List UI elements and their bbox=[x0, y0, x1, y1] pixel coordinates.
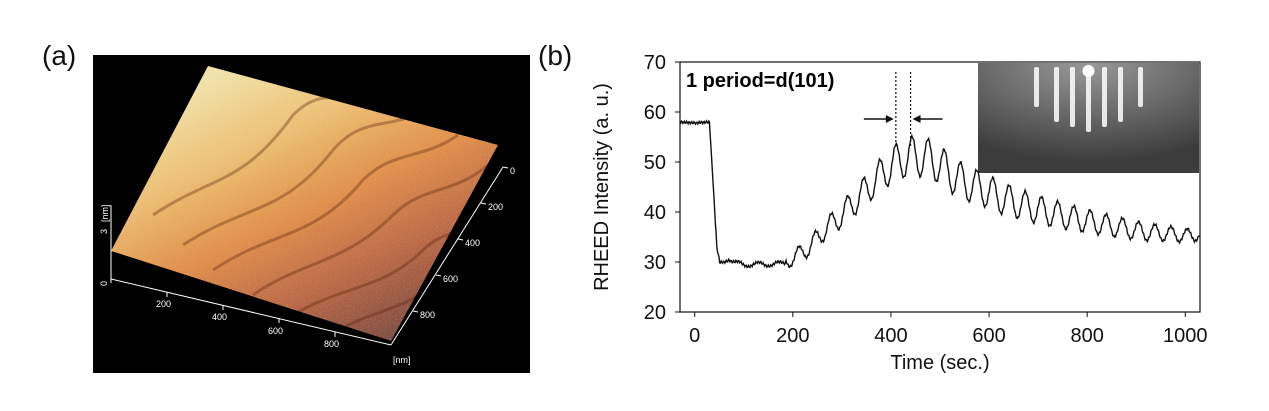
right-arrow-head bbox=[912, 115, 921, 123]
rheed-streak bbox=[1086, 67, 1091, 132]
period-annotation: 1 period=d(101) bbox=[686, 70, 834, 92]
y-tick-label: 40 bbox=[644, 202, 666, 224]
afm-topography-image: 200 400 600 800 [nm] 0 200 400 600 800 0… bbox=[93, 55, 530, 373]
x-tick-label: 0 bbox=[689, 325, 700, 347]
afm-y-tick-marks bbox=[412, 166, 509, 313]
rheed-specular-spot bbox=[1082, 65, 1095, 77]
afm-axes bbox=[110, 166, 504, 346]
afm-x-tick: 800 bbox=[324, 339, 339, 349]
panel-b-label: (b) bbox=[538, 40, 573, 71]
afm-surface-svg: 200 400 600 800 [nm] 0 200 400 600 800 0… bbox=[99, 66, 515, 365]
afm-x-tick: 200 bbox=[156, 299, 171, 309]
y-tick-label: 30 bbox=[644, 252, 666, 274]
rheed-chart: 20 30 40 50 60 70 0 200 400 600 800 1000 Time (sec.)… bbox=[591, 52, 1208, 374]
afm-y-tick: 400 bbox=[465, 238, 480, 248]
rheed-streak bbox=[1070, 67, 1075, 127]
afm-z-unit: [nm] bbox=[100, 204, 110, 222]
rheed-intensity-line bbox=[679, 119, 1201, 269]
afm-x-tick-marks bbox=[166, 292, 336, 337]
x-tick-label: 800 bbox=[1070, 325, 1103, 347]
x-tick-label: 1000 bbox=[1163, 325, 1208, 347]
x-tick-label: 200 bbox=[776, 325, 809, 347]
rheed-streak bbox=[1118, 67, 1123, 122]
panel-a-label: (a) bbox=[42, 40, 77, 71]
left-arrow-head bbox=[885, 115, 894, 123]
rheed-streak bbox=[1102, 67, 1107, 127]
y-tick-label: 60 bbox=[644, 102, 666, 124]
afm-y-tick: 800 bbox=[420, 310, 435, 320]
y-tick-label: 20 bbox=[644, 302, 666, 324]
afm-y-tick: 600 bbox=[443, 274, 458, 284]
afm-x-tick: 400 bbox=[212, 312, 227, 322]
afm-y-tick: 200 bbox=[488, 202, 503, 212]
y-tick-label: 50 bbox=[644, 152, 666, 174]
rheed-streak bbox=[1138, 67, 1143, 107]
y-axis-label: RHEED Intensity (a. u.) bbox=[591, 83, 613, 291]
afm-z-tick: 0 bbox=[99, 281, 109, 286]
afm-surface bbox=[111, 66, 498, 341]
rheed-streak bbox=[1034, 67, 1039, 107]
y-tick-label: 70 bbox=[644, 52, 666, 74]
x-tick-label: 400 bbox=[874, 325, 907, 347]
plot-frame bbox=[679, 61, 1201, 313]
afm-x-unit: [nm] bbox=[393, 355, 411, 365]
afm-z-tick: 3 bbox=[99, 229, 109, 234]
afm-y-tick: 0 bbox=[510, 166, 515, 176]
afm-front-side bbox=[111, 251, 391, 345]
afm-x-tick: 600 bbox=[268, 326, 283, 336]
x-tick-label: 600 bbox=[972, 325, 1005, 347]
rheed-streak bbox=[1054, 67, 1059, 122]
x-axis-label: Time (sec.) bbox=[890, 352, 989, 374]
